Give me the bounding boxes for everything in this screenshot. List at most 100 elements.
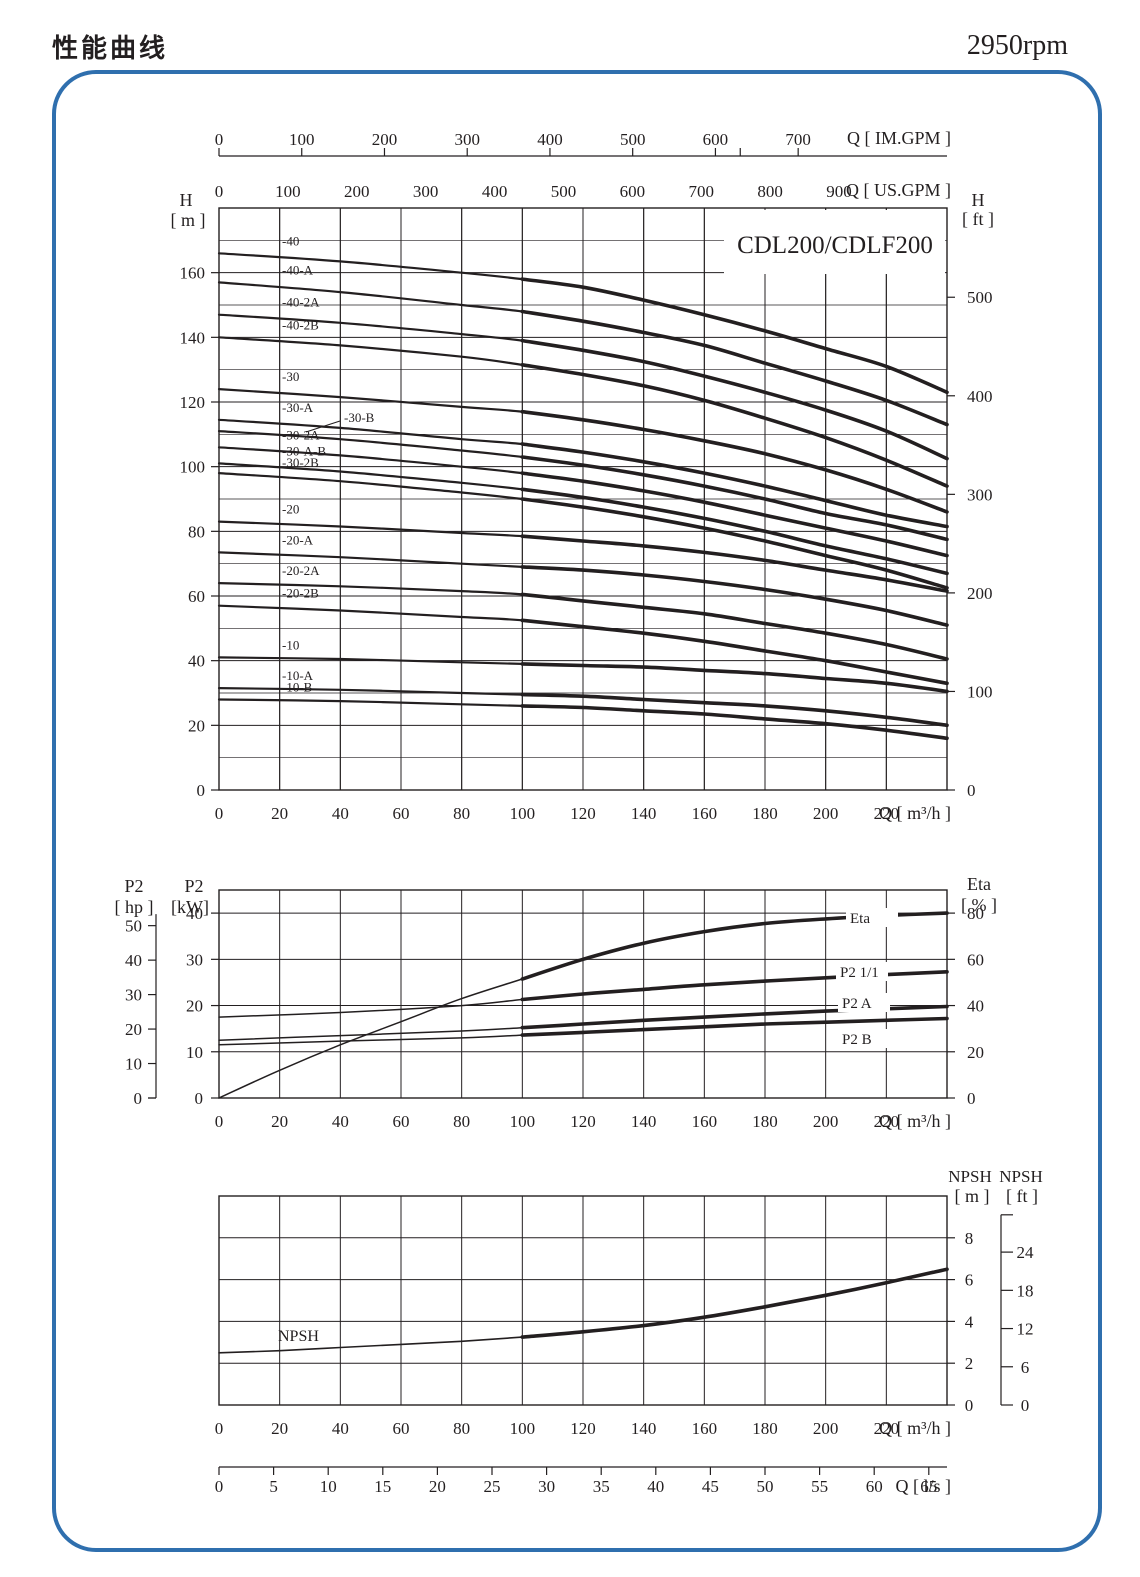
power-x-tick-label: 80	[453, 1112, 470, 1131]
hp-tick-label: 40	[125, 951, 142, 970]
chart-frame	[52, 70, 1102, 1552]
head-series-line-heavy	[520, 592, 949, 661]
head-left-tick-label: 140	[180, 328, 206, 347]
head-series-line-heavy	[520, 662, 949, 694]
head-series-line-heavy	[520, 363, 949, 488]
head-left-tick-label: 20	[188, 716, 205, 735]
head-series-label: -20-2B	[282, 586, 319, 601]
head-series-label: -30-B	[344, 410, 375, 425]
npsh-x-tick-label: 140	[631, 1419, 657, 1438]
head-series-label: -40-2A	[282, 295, 320, 310]
npsh-x-tick-label: 200	[813, 1419, 839, 1438]
ls-tick-label: 40	[647, 1477, 664, 1496]
head-left-tick-label: 100	[180, 458, 206, 477]
power-x-tick-label: 220	[874, 1112, 900, 1131]
power-series-label: P2 B	[842, 1032, 872, 1048]
hp-tick-label: 10	[125, 1055, 142, 1074]
us-gpm-tick-label: 0	[215, 182, 224, 201]
head-series-label: -30-2B	[282, 455, 319, 470]
us-gpm-tick-label: 400	[482, 182, 508, 201]
head-series-line-heavy	[520, 338, 949, 461]
power-x-tick-label: 160	[692, 1112, 718, 1131]
npsh-ft-axis-unit: [ ft ]	[1006, 1186, 1038, 1206]
head-series-label: -40-2B	[282, 317, 319, 332]
head-left-tick-label: 60	[188, 587, 205, 606]
head-series-label: -20-2A	[282, 563, 320, 578]
us-gpm-tick-label: 100	[275, 182, 301, 201]
im-gpm-tick-label: 600	[703, 130, 729, 149]
head-x-tick-label: 140	[631, 804, 657, 823]
head-series-label: -30-A-B	[282, 443, 326, 458]
head-right-tick-label: 500	[967, 288, 993, 307]
head-left-tick-label: 40	[188, 652, 205, 671]
head-x-axis-label: Q [ m³/h ]	[879, 803, 951, 823]
ls-tick-label: 60	[866, 1477, 883, 1496]
npsh-m-tick-label: 4	[965, 1312, 974, 1331]
head-x-tick-label: 20	[271, 804, 288, 823]
head-left-axis-label: H	[180, 190, 193, 210]
head-left-tick-label: 160	[180, 264, 206, 283]
ls-axis-label: Q [ l/s ]	[896, 1476, 952, 1496]
im-gpm-tick-label: 400	[537, 130, 563, 149]
npsh-m-axis-label: NPSH	[948, 1167, 991, 1186]
power-x-tick-label: 40	[332, 1112, 349, 1131]
head-x-tick-label: 40	[332, 804, 349, 823]
head-left-tick-label: 0	[197, 781, 206, 800]
kw-axis-unit: [kW]	[171, 897, 209, 917]
head-series-line-heavy	[520, 692, 949, 728]
ls-tick-label: 15	[374, 1477, 391, 1496]
model-label: CDL200/CDLF200	[737, 232, 933, 259]
npsh-x-axis-label: Q [ m³/h ]	[879, 1418, 951, 1438]
power-plot-border	[218, 889, 948, 1099]
head-x-tick-label: 220	[874, 804, 900, 823]
head-left-tick-label: 80	[188, 522, 205, 541]
head-x-tick-label: 160	[692, 804, 718, 823]
head-right-axis-label: H	[972, 190, 985, 210]
us-gpm-tick-label: 800	[757, 182, 783, 201]
us-gpm-tick-label: 200	[344, 182, 370, 201]
head-series-label: -20-A	[282, 532, 314, 547]
head-x-tick-label: 100	[510, 804, 536, 823]
im-gpm-axis-label: Q [ IM.GPM ]	[847, 128, 951, 148]
im-gpm-tick-label: 0	[215, 130, 224, 149]
head-series-label: -10-A	[282, 668, 314, 683]
power-series-label: Eta	[850, 911, 870, 927]
power-series-label-bg	[836, 962, 888, 981]
npsh-plot-border	[218, 1195, 948, 1406]
power-x-tick-label: 20	[271, 1112, 288, 1131]
ls-tick-label: 30	[538, 1477, 555, 1496]
npsh-x-tick-label: 60	[393, 1419, 410, 1438]
head-left-axis-unit: [ m ]	[171, 210, 206, 230]
head-right-tick-label: 300	[967, 485, 993, 504]
us-gpm-axis-label: Q [ US.GPM ]	[846, 180, 951, 200]
npsh-ft-tick-label: 12	[1017, 1320, 1034, 1339]
head-series-label: -20	[282, 502, 299, 517]
head-series-line-heavy	[520, 409, 949, 514]
kw-tick-label: 20	[186, 997, 203, 1016]
npsh-x-tick-label: 160	[692, 1419, 718, 1438]
head-left-tick-label: 120	[180, 393, 206, 412]
head-series-label: -40-A	[282, 262, 314, 277]
eta-tick-label: 60	[967, 950, 984, 969]
us-gpm-tick-label: 300	[413, 182, 439, 201]
kw-tick-label: 40	[186, 904, 203, 923]
kw-tick-label: 0	[195, 1089, 204, 1108]
ls-tick-label: 20	[429, 1477, 446, 1496]
npsh-m-axis-unit: [ m ]	[955, 1186, 990, 1206]
eta-tick-label: 0	[967, 1089, 976, 1108]
hp-tick-label: 0	[134, 1089, 143, 1108]
head-x-tick-label: 80	[453, 804, 470, 823]
power-x-tick-label: 140	[631, 1112, 657, 1131]
npsh-x-tick-label: 220	[874, 1419, 900, 1438]
im-gpm-tick-label: 300	[454, 130, 480, 149]
head-series-label: -10-B	[282, 679, 313, 694]
power-x-tick-label: 200	[813, 1112, 839, 1131]
ls-tick-label: 10	[320, 1477, 337, 1496]
power-x-tick-label: 100	[510, 1112, 536, 1131]
model-label-bg	[724, 210, 945, 274]
power-series-label-bg	[838, 1029, 890, 1048]
power-x-tick-label: 120	[570, 1112, 596, 1131]
power-series-label-bg	[846, 908, 898, 927]
npsh-grid	[219, 1196, 947, 1405]
ls-tick-label: 5	[269, 1477, 278, 1496]
